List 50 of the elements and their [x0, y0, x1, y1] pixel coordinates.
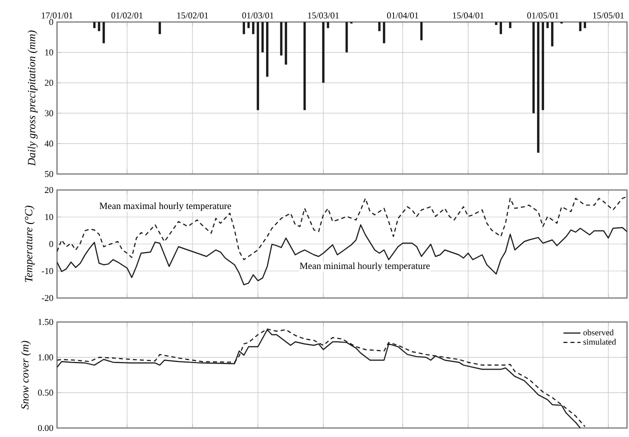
x-tick-label: 15/05/01: [593, 12, 624, 18]
legend-label: observed: [583, 329, 614, 336]
y-axis-title: Temperature (°C): [24, 206, 35, 282]
bar: [252, 22, 254, 34]
line-series: [57, 196, 628, 260]
bar: [242, 22, 246, 34]
y-tick-label: 0: [49, 18, 54, 26]
x-tick-label: 01/03/01: [242, 12, 274, 18]
y-axis-title: Snow cover (m): [20, 340, 31, 410]
bar: [579, 22, 582, 32]
y-tick-label: 10: [45, 49, 54, 56]
bar: [495, 22, 498, 26]
x-tick-label: 01/05/01: [527, 12, 558, 18]
annotation: Mean minimal hourly temperature: [300, 262, 430, 272]
x-tick-label: 15/02/01: [177, 12, 208, 18]
bar: [102, 22, 105, 44]
legend-label: simulated: [583, 338, 616, 345]
bar: [322, 22, 324, 83]
bar: [346, 22, 348, 52]
y-tick-label: -10: [42, 268, 54, 274]
bar: [500, 22, 502, 34]
y-tick-label: 20: [44, 80, 54, 86]
y-tick-label: 30: [44, 110, 54, 116]
x-tick-label: 15/04/01: [452, 12, 484, 18]
y-tick-label: 20: [44, 186, 54, 194]
y-tick-label: 1.50: [38, 318, 54, 326]
bar: [378, 22, 381, 32]
y-tick-label: 10: [45, 214, 54, 220]
line-series: [57, 224, 628, 286]
x-tick-label: 17/01/01: [42, 12, 72, 18]
bar: [551, 22, 554, 46]
x-tick-label: 01/04/01: [387, 12, 418, 18]
y-tick-label: 1.00: [38, 354, 54, 360]
bar: [280, 22, 282, 56]
x-tick-label: 15/03/01: [308, 12, 339, 18]
bar: [537, 22, 540, 153]
y-axis-title: Daily gross precipitation (mm): [28, 30, 38, 166]
bar: [158, 22, 161, 34]
bar: [509, 22, 512, 28]
annotation: Mean maximal hourly temperature: [99, 202, 232, 212]
bar: [303, 22, 306, 110]
y-tick-label: 0: [49, 240, 54, 248]
y-tick-label: 40: [44, 140, 54, 147]
bar: [93, 22, 96, 28]
y-tick-label: 0.00: [38, 424, 54, 432]
y-tick-label: 50: [44, 170, 54, 178]
x-tick-label: 01/02/01: [111, 12, 143, 18]
bar: [266, 22, 268, 77]
y-tick-label: -20: [42, 294, 54, 302]
y-tick-label: 0.50: [38, 390, 54, 396]
